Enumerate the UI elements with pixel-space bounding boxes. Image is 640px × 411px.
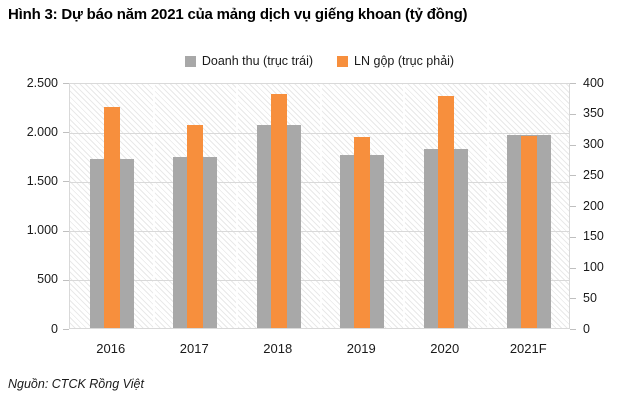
legend: Doanh thu (trục trái) LN gộp (trục phải) — [69, 54, 570, 68]
right-axis-tick — [570, 329, 576, 330]
right-axis-tick — [570, 144, 576, 146]
category-separator — [319, 84, 322, 328]
legend-item-ln-gop: LN gộp (trục phải) — [337, 54, 454, 68]
plot-area — [69, 83, 570, 329]
left-axis-tick — [63, 132, 69, 134]
x-axis-category-label: 2019 — [346, 341, 376, 356]
bar-orange-2021F — [521, 135, 538, 328]
right-axis-tick — [570, 298, 576, 300]
right-axis-tick — [570, 83, 576, 84]
right-axis-tick-label: 0 — [583, 321, 590, 336]
right-axis-tick-label: 300 — [583, 137, 604, 151]
legend-swatch-ln-gop — [337, 55, 349, 67]
category-separator — [403, 84, 405, 328]
bar-orange-2018 — [270, 94, 287, 328]
bar-orange-2019 — [354, 137, 371, 328]
gridline — [70, 280, 569, 282]
x-axis-category-label: 2020 — [430, 341, 460, 356]
left-axis-tick — [63, 83, 69, 84]
bar-orange-2017 — [187, 125, 204, 328]
left-axis-tick-label: 2.500 — [26, 75, 58, 90]
category-separator — [152, 84, 155, 328]
right-axis-tick — [570, 206, 576, 207]
legend-swatch-doanh-thu — [184, 55, 196, 67]
gridline — [70, 181, 569, 183]
x-axis-category-label: 2021F — [509, 341, 547, 356]
right-axis-tick-label: 100 — [583, 260, 604, 274]
right-axis-tick — [570, 175, 576, 177]
bar-orange-2020 — [437, 95, 454, 328]
left-axis-tick — [63, 230, 69, 232]
legend-item-doanh-thu: Doanh thu (trục trái) — [184, 54, 314, 68]
right-axis-tick-label: 150 — [583, 229, 604, 244]
right-axis-tick-label: 400 — [583, 75, 604, 90]
legend-label-ln-gop: LN gộp (trục phải) — [354, 54, 455, 68]
chart-title: Hình 3: Dự báo năm 2021 của mảng dịch vụ… — [8, 6, 468, 23]
gridline — [70, 231, 569, 233]
left-axis-tick-label: 500 — [37, 272, 58, 287]
right-axis-tick — [570, 113, 576, 115]
legend-label-doanh-thu: Doanh thu (trục trái) — [201, 54, 314, 68]
left-axis-tick-label: 0 — [51, 321, 58, 336]
left-axis-tick-label: 1.500 — [26, 173, 58, 188]
right-axis-tick-label: 50 — [583, 290, 597, 305]
right-axis-tick-label: 350 — [583, 106, 604, 121]
left-axis-tick-label: 1.000 — [26, 223, 58, 238]
left-axis-tick — [63, 329, 69, 330]
left-axis-tick-label: 2.000 — [26, 124, 58, 139]
category-separator — [486, 84, 489, 328]
source-note: Nguồn: CTCK Rồng Việt — [8, 377, 144, 391]
gridline — [70, 132, 569, 134]
x-axis-category-label: 2018 — [263, 341, 293, 356]
x-axis-category-label: 2017 — [179, 341, 209, 356]
right-axis-tick — [570, 236, 576, 238]
right-axis-tick — [570, 267, 576, 269]
left-axis-tick — [63, 279, 69, 281]
x-axis-category-label: 2016 — [96, 341, 126, 356]
bar-orange-2016 — [103, 106, 120, 328]
left-axis-tick — [63, 181, 69, 183]
category-separator — [236, 84, 238, 328]
right-axis-tick-label: 250 — [583, 167, 604, 182]
right-axis-tick-label: 200 — [583, 198, 604, 213]
